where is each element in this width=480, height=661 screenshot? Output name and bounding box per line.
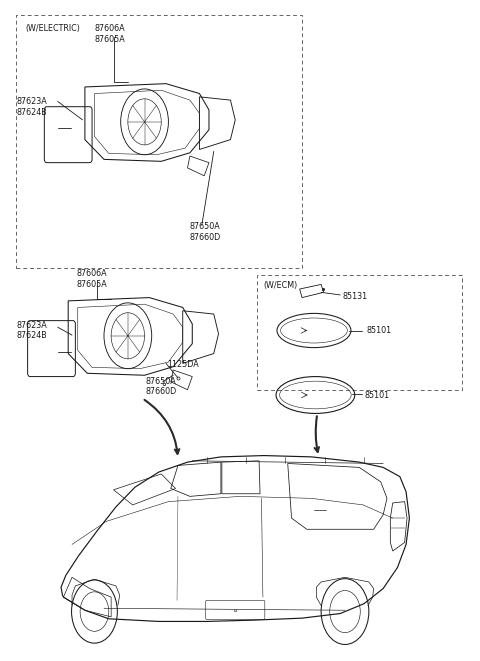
Text: 87650A
87660D: 87650A 87660D (145, 377, 177, 397)
Text: 85101: 85101 (364, 391, 389, 399)
Text: 87650A
87660D: 87650A 87660D (190, 222, 221, 242)
Text: 87606A
87605A: 87606A 87605A (77, 269, 108, 289)
Text: 85131: 85131 (343, 292, 368, 301)
Text: 87623A
87624B: 87623A 87624B (17, 97, 48, 116)
Text: (W/ECM): (W/ECM) (263, 281, 297, 290)
Text: (W/ELECTRIC): (W/ELECTRIC) (25, 24, 80, 34)
Text: 85101: 85101 (366, 326, 392, 335)
Text: 87606A
87605A: 87606A 87605A (95, 24, 125, 44)
Text: 1125DA: 1125DA (168, 360, 199, 369)
Text: 87623A
87624B: 87623A 87624B (17, 321, 48, 340)
Bar (257, 274, 462, 390)
Bar (16, 15, 302, 268)
